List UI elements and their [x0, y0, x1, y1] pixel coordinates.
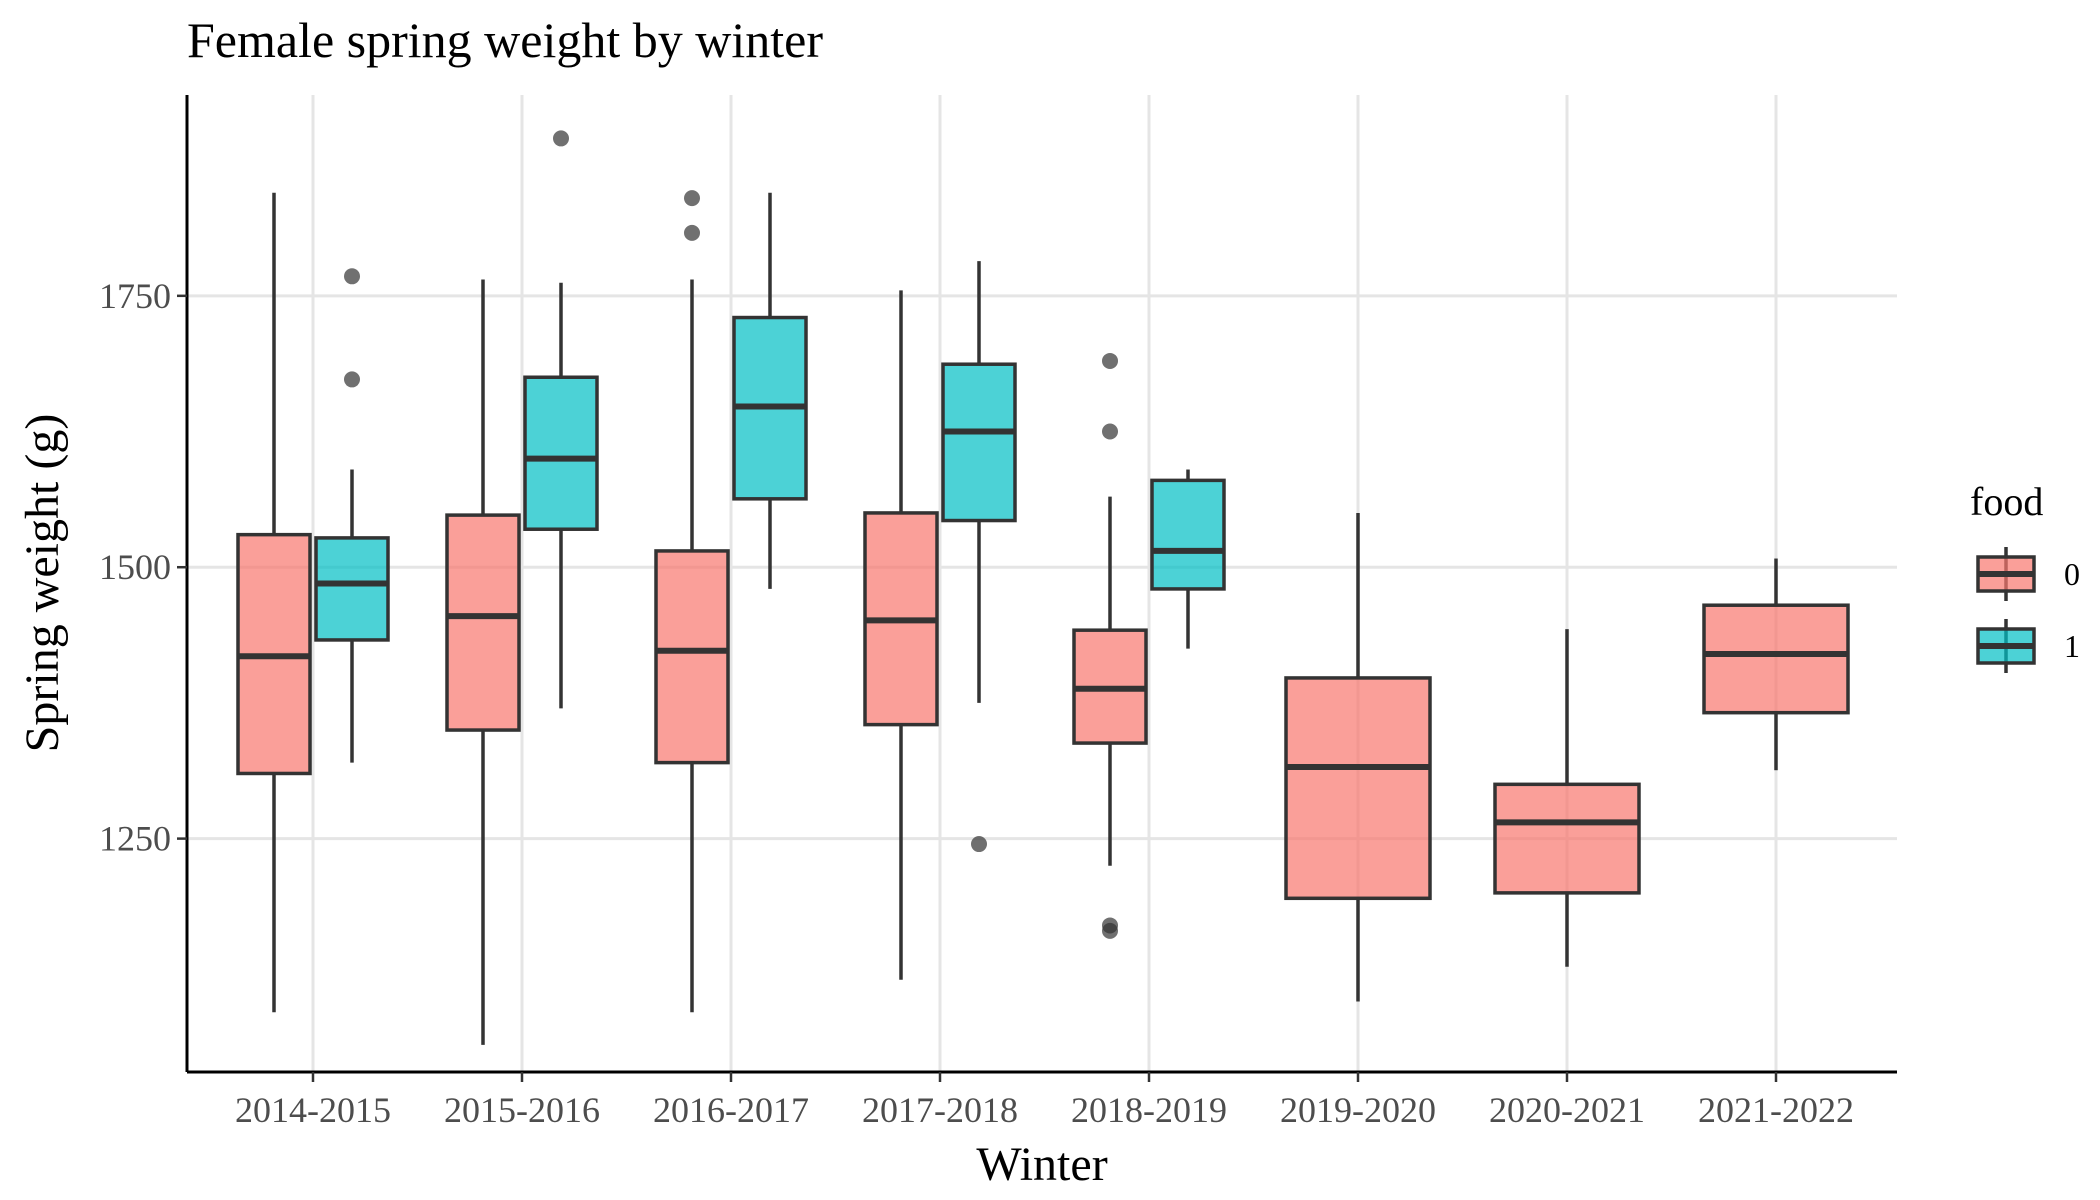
box-iqr	[1493, 782, 1641, 895]
box-2014-2015-food-1	[314, 268, 390, 763]
legend-label: 1	[2064, 628, 2080, 664]
box-2021-2022-food-0	[1702, 558, 1850, 771]
x-tick-label: 2020-2021	[1489, 1090, 1645, 1130]
x-axis-title: Winter	[976, 1138, 1107, 1191]
x-tick-label: 2019-2020	[1280, 1090, 1436, 1130]
box-2015-2016-food-0	[445, 279, 521, 1045]
legend-title: food	[1970, 479, 2043, 524]
box-iqr	[654, 549, 730, 765]
y-axis-title: Spring weight (g)	[16, 414, 69, 753]
outlier-point	[684, 190, 700, 207]
outlier-point	[1102, 352, 1118, 369]
box-2016-2017-food-1	[732, 192, 808, 589]
outlier-point	[684, 224, 700, 241]
outlier-point	[1102, 423, 1118, 440]
box-iqr	[1150, 478, 1226, 591]
box-iqr	[1702, 603, 1850, 715]
y-tick-label: 1250	[99, 819, 171, 859]
legend-entry-1: 1	[1976, 619, 2080, 673]
box-iqr	[941, 362, 1017, 523]
box-iqr	[523, 375, 599, 531]
legend-keys: 01	[1976, 547, 2080, 673]
outlier-point	[553, 130, 569, 147]
outlier-point	[971, 836, 987, 853]
outlier-point	[344, 371, 360, 388]
legend: food 01	[1970, 479, 2080, 673]
chart-title: Female spring weight by winter	[187, 12, 823, 68]
outlier-point	[1102, 917, 1118, 934]
tick-layer: 2014-2015 2015-2016 2016-2017 2017-2018 2018…	[99, 276, 1854, 1130]
box-iqr	[314, 536, 390, 642]
box-2017-2018-food-0	[863, 290, 939, 980]
x-tick-label: 2015-2016	[444, 1090, 600, 1130]
box-2020-2021-food-0	[1493, 629, 1641, 967]
box-iqr	[1284, 676, 1432, 901]
legend-entry-0: 0	[1976, 547, 2080, 601]
outlier-point	[344, 268, 360, 285]
y-tick-label: 1750	[99, 276, 171, 316]
x-tick-label: 2017-2018	[862, 1090, 1018, 1130]
y-tick-label: 1500	[99, 547, 171, 587]
x-tick-label: 2018-2019	[1071, 1090, 1227, 1130]
box-2016-2017-food-0	[654, 190, 730, 1013]
x-tick-label: 2014-2015	[235, 1090, 391, 1130]
box-iqr	[445, 513, 521, 732]
grid-layer	[187, 95, 1897, 1072]
box-2015-2016-food-1	[523, 130, 599, 709]
x-tick-label: 2021-2022	[1698, 1090, 1854, 1130]
legend-label: 0	[2064, 556, 2080, 592]
x-tick-label: 2016-2017	[653, 1090, 809, 1130]
box-2018-2019-food-0	[1072, 352, 1148, 939]
box-2017-2018-food-1	[941, 261, 1017, 853]
box-layer	[236, 130, 1850, 1045]
box-2018-2019-food-1	[1150, 469, 1226, 649]
box-2019-2020-food-0	[1284, 512, 1432, 1002]
box-2014-2015-food-0	[236, 192, 312, 1013]
